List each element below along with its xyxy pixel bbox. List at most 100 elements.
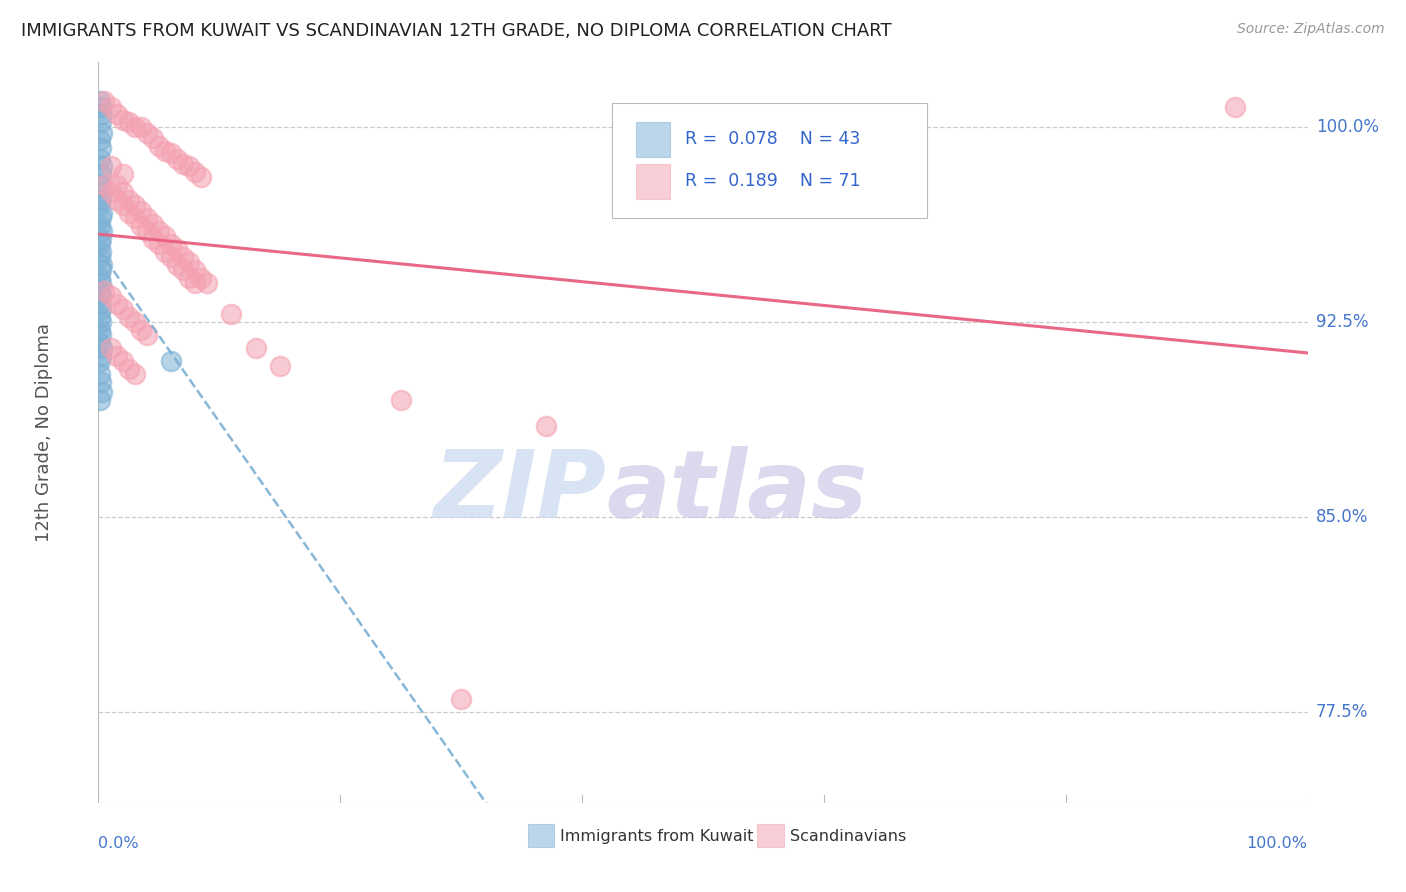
- Point: [129, 219, 152, 233]
- Point: [160, 146, 183, 161]
- Point: [90, 289, 112, 303]
- Point: [160, 237, 183, 252]
- Point: [124, 120, 146, 135]
- Point: [90, 193, 112, 207]
- Point: [148, 237, 170, 252]
- Point: [89, 95, 111, 109]
- Point: [148, 224, 170, 238]
- Point: [153, 229, 176, 244]
- Point: [135, 328, 157, 343]
- Point: [135, 211, 157, 226]
- Point: [91, 159, 114, 173]
- Point: [100, 159, 122, 173]
- Point: [91, 385, 114, 400]
- Point: [105, 193, 128, 207]
- Point: [166, 152, 188, 166]
- Point: [534, 419, 557, 434]
- Point: [90, 211, 112, 226]
- Text: 0.0%: 0.0%: [98, 836, 139, 851]
- FancyBboxPatch shape: [613, 103, 927, 218]
- Point: [135, 224, 157, 238]
- Point: [118, 115, 141, 129]
- Point: [118, 362, 141, 376]
- Point: [89, 152, 111, 166]
- Text: 100.0%: 100.0%: [1247, 836, 1308, 851]
- Point: [172, 157, 194, 171]
- Point: [148, 138, 170, 153]
- Point: [111, 186, 134, 200]
- Point: [166, 243, 188, 257]
- Bar: [758, 823, 785, 847]
- Point: [129, 203, 152, 218]
- Point: [90, 277, 112, 291]
- Text: Immigrants from Kuwait: Immigrants from Kuwait: [561, 829, 754, 844]
- Point: [90, 328, 112, 343]
- Point: [160, 250, 183, 264]
- Point: [111, 198, 134, 212]
- Point: [166, 258, 188, 272]
- Point: [172, 263, 194, 277]
- Point: [90, 100, 112, 114]
- Point: [91, 224, 114, 238]
- Point: [142, 217, 165, 231]
- Point: [93, 95, 115, 109]
- Point: [153, 144, 176, 158]
- Bar: [637, 121, 671, 157]
- Point: [389, 393, 412, 408]
- Point: [184, 263, 207, 277]
- Point: [100, 289, 122, 303]
- Point: [153, 245, 176, 260]
- Point: [124, 198, 146, 212]
- Point: [129, 120, 152, 135]
- Point: [184, 277, 207, 291]
- Point: [124, 367, 146, 381]
- Point: [89, 133, 111, 147]
- Point: [91, 186, 114, 200]
- Point: [93, 178, 115, 192]
- Point: [89, 237, 111, 252]
- Text: R =  0.078    N = 43: R = 0.078 N = 43: [685, 130, 860, 148]
- Point: [89, 219, 111, 233]
- Point: [90, 232, 112, 246]
- Point: [91, 341, 114, 355]
- Point: [90, 245, 112, 260]
- Point: [269, 359, 291, 374]
- Point: [111, 354, 134, 368]
- Text: ZIP: ZIP: [433, 446, 606, 538]
- Point: [91, 206, 114, 220]
- Text: 85.0%: 85.0%: [1316, 508, 1368, 526]
- Point: [90, 315, 112, 329]
- Point: [1223, 100, 1246, 114]
- Text: atlas: atlas: [606, 446, 868, 538]
- Point: [90, 167, 112, 181]
- Point: [105, 178, 128, 192]
- Text: 77.5%: 77.5%: [1316, 703, 1368, 721]
- Point: [118, 310, 141, 324]
- Point: [90, 349, 112, 363]
- Bar: [527, 823, 554, 847]
- Point: [111, 112, 134, 127]
- Point: [100, 341, 122, 355]
- Point: [91, 258, 114, 272]
- Bar: [637, 164, 671, 200]
- Point: [142, 130, 165, 145]
- Point: [450, 692, 472, 706]
- Point: [111, 167, 134, 181]
- Text: IMMIGRANTS FROM KUWAIT VS SCANDINAVIAN 12TH GRADE, NO DIPLOMA CORRELATION CHART: IMMIGRANTS FROM KUWAIT VS SCANDINAVIAN 1…: [21, 22, 891, 40]
- Point: [195, 277, 218, 291]
- Text: 12th Grade, No Diploma: 12th Grade, No Diploma: [35, 323, 53, 542]
- Point: [118, 206, 141, 220]
- Point: [129, 323, 152, 337]
- Text: R =  0.189    N = 71: R = 0.189 N = 71: [685, 172, 860, 190]
- Point: [105, 297, 128, 311]
- Point: [90, 141, 112, 155]
- Point: [89, 250, 111, 264]
- Point: [89, 367, 111, 381]
- Text: 92.5%: 92.5%: [1316, 313, 1368, 331]
- Point: [89, 310, 111, 324]
- Point: [91, 126, 114, 140]
- Point: [91, 107, 114, 121]
- Point: [179, 271, 201, 285]
- Point: [118, 193, 141, 207]
- Point: [93, 284, 115, 298]
